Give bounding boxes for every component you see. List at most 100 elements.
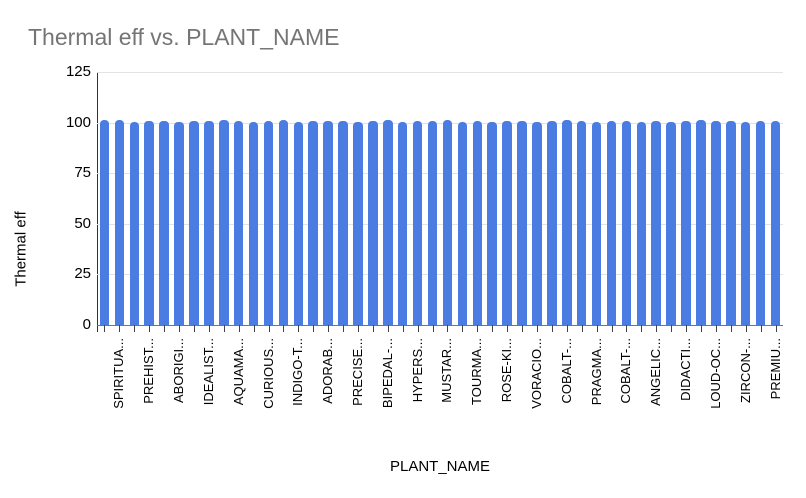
bar: [755, 120, 766, 325]
x-tick-label: COBALT-...: [558, 338, 574, 404]
x-tick: [134, 325, 136, 332]
bar: [636, 121, 647, 325]
x-tick-label: COBALT-...: [618, 338, 634, 404]
x-tick: [268, 325, 270, 332]
bar: [487, 121, 497, 325]
x-tick: [104, 325, 106, 332]
plot-area: [97, 72, 783, 326]
bar: [502, 120, 512, 325]
bar: [114, 120, 125, 325]
x-tick-label: ZIRCON-...: [737, 338, 753, 403]
bar: [591, 121, 602, 325]
x-tick: [522, 325, 524, 332]
bar: [412, 121, 423, 325]
x-tick: [686, 325, 688, 332]
bar: [517, 121, 527, 325]
bar: [726, 120, 736, 325]
bar: [293, 121, 304, 325]
y-axis-title: Thermal eff: [12, 211, 30, 287]
bar: [457, 121, 468, 325]
x-tick: [671, 325, 673, 332]
x-tick-label: INDIGO-T...: [290, 338, 306, 406]
bar: [248, 122, 259, 325]
x-tick: [179, 325, 181, 332]
x-tick: [715, 325, 717, 332]
x-tick: [238, 325, 240, 332]
x-axis-title: PLANT_NAME: [389, 458, 491, 475]
x-tick: [641, 325, 643, 332]
bar: [323, 121, 333, 325]
y-tick-label: 100: [65, 113, 91, 131]
x-tick: [253, 325, 255, 332]
x-tick: [566, 325, 568, 332]
x-tick: [596, 325, 598, 332]
x-tick-label: CURIOUS...: [260, 338, 276, 409]
x-tick-label: PRAGMA...: [588, 338, 604, 406]
bar: [442, 120, 453, 325]
bar: [233, 120, 244, 325]
bar: [204, 120, 214, 325]
x-tick: [119, 325, 121, 332]
gridline: [97, 325, 783, 326]
bar: [606, 120, 617, 325]
gridline: [97, 223, 783, 225]
x-tick: [730, 325, 732, 332]
y-tick-label: 125: [65, 63, 91, 80]
y-tick-label: 50: [74, 214, 91, 232]
x-tick: [193, 325, 195, 332]
x-tick: [551, 325, 553, 332]
bar: [278, 120, 289, 325]
x-tick: [507, 325, 509, 332]
x-tick-label: IDEALIST...: [200, 338, 216, 406]
x-tick: [447, 325, 449, 332]
bar: [144, 120, 154, 325]
bar: [696, 120, 706, 325]
bar: [219, 120, 229, 325]
x-tick: [223, 325, 225, 332]
bar: [308, 120, 318, 325]
x-tick-label: ANGELIC...: [648, 338, 664, 406]
bar: [711, 121, 721, 325]
bar: [547, 120, 557, 325]
x-tick: [149, 325, 151, 332]
x-tick: [387, 325, 389, 332]
x-tick: [432, 325, 434, 332]
x-tick-label: PREMIU...: [767, 338, 783, 400]
x-tick-label: ROSE-KI...: [499, 338, 515, 403]
bar: [174, 122, 184, 325]
x-tick-label: VORACIO...: [528, 338, 544, 409]
x-tick: [536, 325, 538, 332]
bar: [263, 121, 274, 325]
x-tick: [760, 325, 762, 332]
bar: [621, 120, 632, 325]
y-tick-label: 25: [74, 265, 91, 283]
bar: [562, 120, 572, 325]
x-tick: [208, 325, 210, 332]
x-tick: [372, 325, 374, 332]
x-tick: [477, 325, 479, 332]
x-tick-label: HYPERS...: [409, 338, 425, 403]
bar: [651, 120, 661, 325]
x-tick: [417, 325, 419, 332]
x-tick-label: TOURMA...: [469, 338, 485, 405]
x-tick: [357, 325, 359, 332]
bar: [532, 122, 542, 325]
bar: [740, 121, 751, 325]
x-tick-label: ABORIGI...: [171, 338, 187, 404]
x-tick-label: PREHIST...: [141, 338, 157, 404]
x-tick: [492, 325, 494, 332]
x-tick: [164, 325, 166, 332]
y-axis-line: [97, 72, 98, 332]
y-tick-label: 75: [74, 164, 91, 182]
chart-title: Thermal eff vs. PLANT_NAME: [28, 24, 340, 50]
x-tick: [626, 325, 628, 332]
x-tick: [328, 325, 330, 332]
gridline: [97, 72, 783, 73]
x-tick-label: SPIRITUA...: [111, 338, 127, 409]
y-tick-label: 0: [82, 316, 91, 333]
x-tick: [656, 325, 658, 332]
x-tick: [462, 325, 464, 332]
bar: [99, 120, 110, 325]
bar: [368, 120, 378, 325]
